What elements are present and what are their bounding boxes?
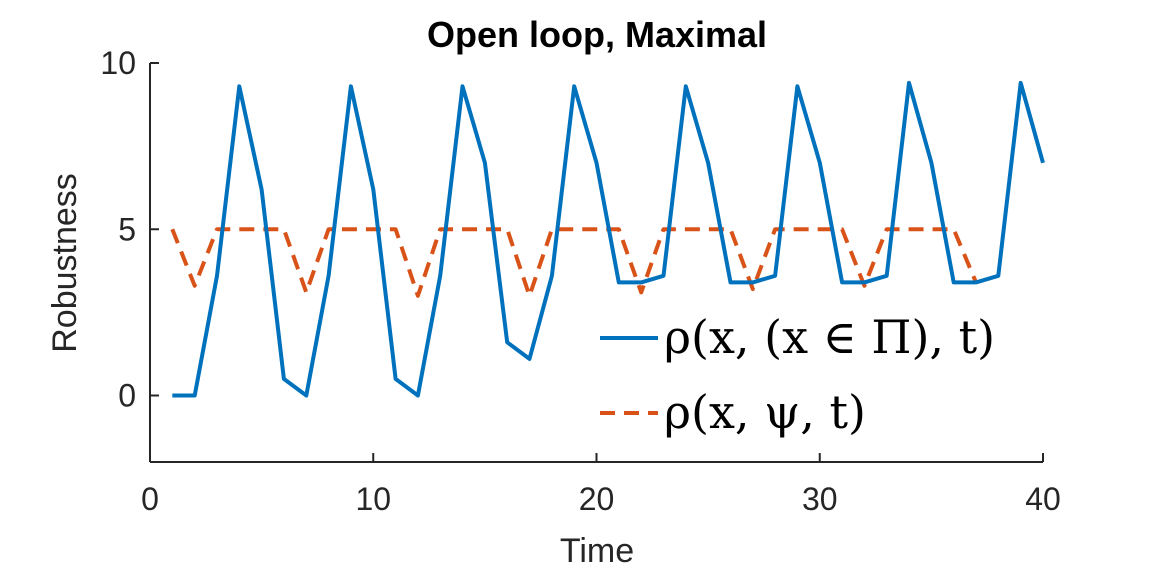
y-axis-label: Robustness — [46, 173, 84, 353]
chart-title: Open loop, Maximal — [427, 14, 767, 55]
legend: ρ(x, (x ∈ Π), t) ρ(x, ψ, t) — [592, 300, 1022, 450]
axes: 0 10 20 30 40 0 5 10 — [100, 45, 1060, 517]
x-tick-label: 20 — [579, 481, 615, 517]
y-tick-label: 5 — [118, 211, 136, 247]
series-line-pi — [172, 80, 1045, 398]
x-axis-label: Time — [560, 532, 634, 570]
plot-area — [170, 80, 1045, 398]
y-tick-label: 10 — [100, 45, 136, 81]
x-tick-label: 10 — [355, 481, 391, 517]
legend-item-psi-label: ρ(x, ψ, t) — [664, 385, 866, 439]
legend-item-pi-label: ρ(x, (x ∈ Π), t) — [664, 310, 995, 364]
x-tick-label: 40 — [1025, 481, 1061, 517]
legend-background — [592, 300, 1022, 450]
series-line-psi — [170, 227, 978, 298]
x-tick-label: 30 — [802, 481, 838, 517]
y-tick-label: 0 — [118, 378, 136, 414]
x-tick-label: 0 — [141, 481, 159, 517]
